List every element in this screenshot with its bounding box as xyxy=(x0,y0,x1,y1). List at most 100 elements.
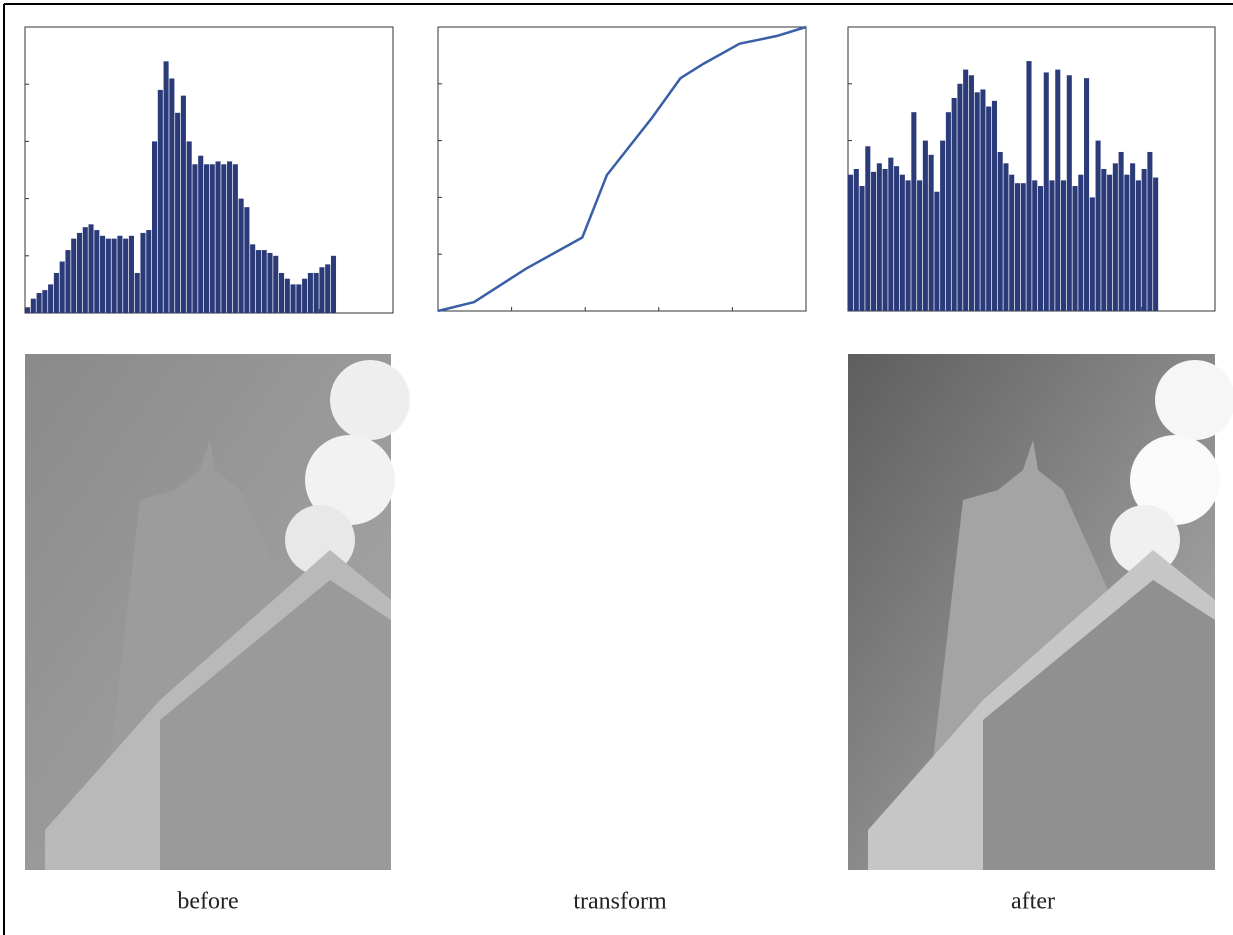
bar xyxy=(157,89,163,313)
bar xyxy=(163,61,169,313)
bar xyxy=(991,100,997,311)
bar xyxy=(905,180,911,311)
bar xyxy=(48,284,54,313)
bar xyxy=(232,164,238,313)
bar xyxy=(1009,174,1015,311)
bar xyxy=(1112,163,1118,311)
bar xyxy=(100,235,106,313)
bar xyxy=(238,198,244,313)
bar xyxy=(1147,151,1153,311)
bar xyxy=(169,78,175,313)
bar xyxy=(1095,140,1101,311)
bar xyxy=(1020,183,1026,311)
bar xyxy=(42,290,48,313)
bar xyxy=(1089,197,1095,311)
bar xyxy=(146,230,152,313)
caption: transform xyxy=(573,889,667,915)
bar xyxy=(307,272,313,313)
bar xyxy=(963,69,969,311)
bar xyxy=(123,238,129,313)
bar xyxy=(203,164,210,313)
bar xyxy=(974,92,980,311)
bar xyxy=(59,261,65,313)
bar xyxy=(117,235,123,313)
bar xyxy=(934,191,940,311)
bar xyxy=(1055,69,1061,311)
bar xyxy=(76,232,83,313)
bar xyxy=(325,264,331,313)
bar xyxy=(250,244,256,313)
bar xyxy=(284,278,290,313)
bar xyxy=(1135,180,1141,311)
bar xyxy=(319,267,325,313)
bar xyxy=(261,250,267,313)
bar xyxy=(1107,174,1113,311)
bar xyxy=(1061,180,1067,311)
bar xyxy=(1153,177,1159,311)
bar xyxy=(278,272,285,313)
bar xyxy=(53,272,59,313)
bar xyxy=(198,155,204,313)
bar xyxy=(140,232,146,313)
bar xyxy=(1043,72,1049,311)
bar xyxy=(894,166,900,311)
bar xyxy=(296,284,302,313)
bar xyxy=(111,238,117,313)
bar xyxy=(1072,186,1078,311)
bar xyxy=(871,171,877,311)
bar xyxy=(180,95,186,313)
bar xyxy=(267,252,273,313)
bar xyxy=(255,250,261,313)
bar xyxy=(986,106,992,312)
bar xyxy=(302,278,308,313)
bar xyxy=(330,255,337,313)
bar xyxy=(951,98,957,311)
bar xyxy=(30,298,36,313)
photo-after xyxy=(848,354,1233,870)
bar xyxy=(1130,163,1136,311)
bar xyxy=(859,186,865,311)
bar xyxy=(227,161,233,313)
bar xyxy=(899,174,905,311)
bar xyxy=(1032,180,1038,311)
bar xyxy=(1003,163,1009,311)
bar xyxy=(917,180,923,311)
bar xyxy=(865,146,871,311)
bar xyxy=(1078,174,1084,311)
bar xyxy=(848,174,854,311)
bar xyxy=(1118,151,1124,311)
bar xyxy=(1049,180,1055,311)
bar xyxy=(186,141,192,313)
bar xyxy=(940,140,946,311)
bar xyxy=(882,169,888,311)
bar xyxy=(1014,183,1021,311)
bar xyxy=(88,224,94,313)
bar xyxy=(922,140,928,311)
bar xyxy=(244,207,250,313)
bar xyxy=(209,164,215,313)
caption: after xyxy=(1011,889,1055,915)
bar xyxy=(1141,169,1147,311)
bar xyxy=(1066,75,1072,311)
bar xyxy=(192,164,198,313)
bar xyxy=(221,164,227,313)
bar xyxy=(25,307,31,313)
bar xyxy=(911,112,917,311)
line xyxy=(437,25,807,313)
bar xyxy=(968,75,974,311)
bar xyxy=(1101,169,1107,311)
photo-before xyxy=(25,354,410,870)
bar xyxy=(888,157,894,311)
bar xyxy=(957,83,963,311)
bar xyxy=(128,235,134,313)
bar xyxy=(134,272,140,313)
bar xyxy=(980,89,986,311)
bar xyxy=(853,169,859,311)
bar xyxy=(36,292,42,313)
bar xyxy=(82,227,88,313)
plot-frame xyxy=(437,26,807,312)
bar xyxy=(1124,174,1130,311)
bar xyxy=(997,151,1003,311)
bar xyxy=(175,112,181,313)
